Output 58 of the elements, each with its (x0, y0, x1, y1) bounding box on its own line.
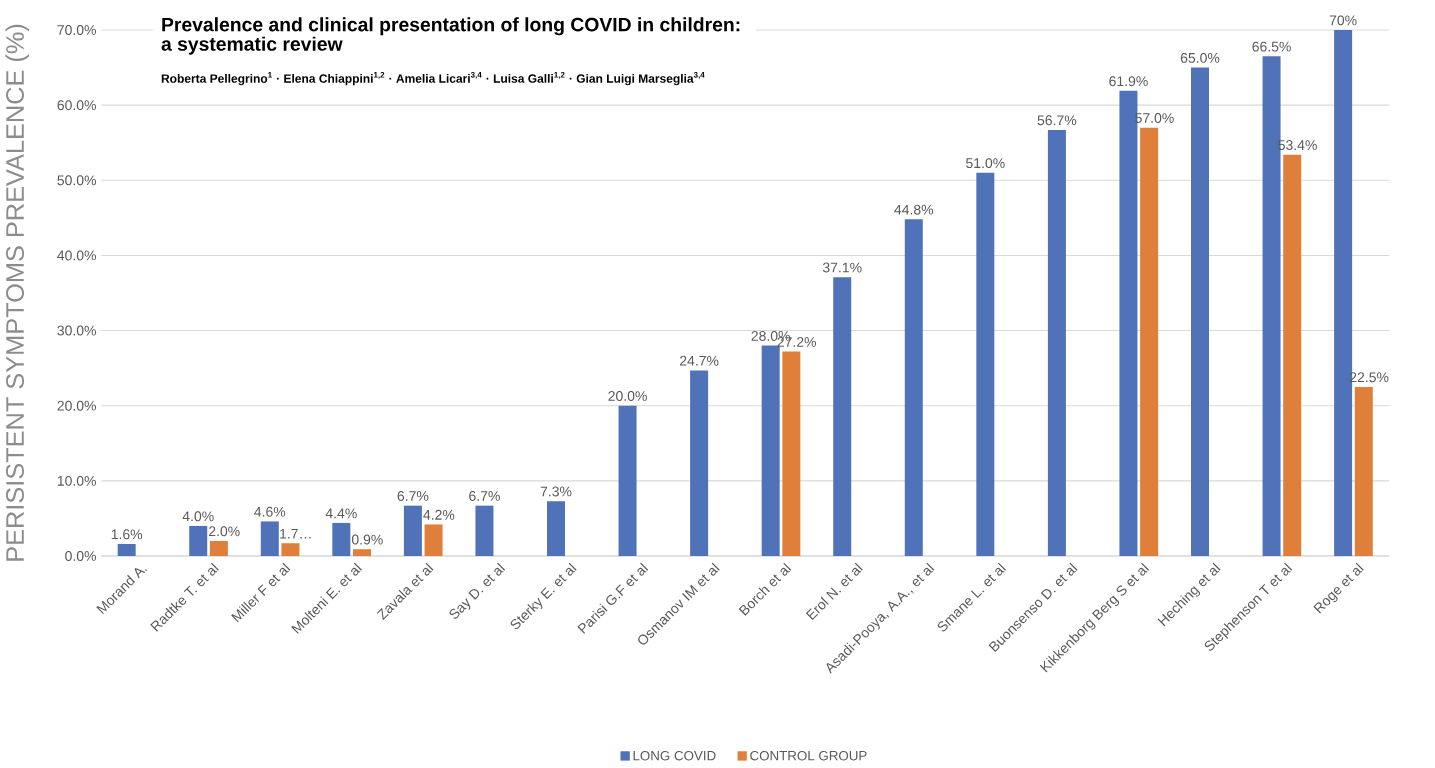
data-label: 6.7% (397, 491, 429, 502)
data-label: 61.9% (1109, 76, 1148, 87)
y-tick-label: 30.0% (57, 325, 96, 336)
bar (332, 523, 351, 557)
data-label: 44.8% (894, 204, 934, 215)
data-label: 0.9% (351, 534, 383, 545)
bar (690, 370, 709, 557)
bar (904, 219, 923, 557)
text: Roberta Pellegrino$^{1}$ · Elena Chiappini$^{1,2}$ · Amelia Licari$^{3,4}$ · Luisa Galli$^{1,2}$ · Gian Luigi Marseglia$^{3,4}$ (161, 72, 705, 86)
data-label: 4.6% (254, 507, 286, 517)
bar (782, 351, 801, 557)
data-label: 51.0% (966, 158, 1005, 169)
y-tick-label: 20.0% (57, 400, 96, 411)
legend-label: LONG COVID (633, 751, 716, 761)
data-label: 7.3% (540, 486, 572, 497)
data-label: 37.1% (822, 262, 862, 273)
bar (209, 541, 228, 557)
data-label: 4.4% (325, 508, 357, 519)
bar (761, 345, 780, 557)
bar (1191, 67, 1210, 557)
bar (281, 543, 300, 557)
legend-label: CONTROL GROUP (750, 751, 867, 761)
bar (618, 405, 637, 557)
bar (353, 549, 371, 557)
data-label: 66.5% (1252, 41, 1291, 52)
bar (475, 505, 494, 557)
data-label: 20.0% (608, 391, 647, 402)
y-tick-label: 70.0% (57, 25, 96, 36)
bar (117, 544, 136, 557)
bar (833, 277, 852, 557)
data-label: 4.0% (182, 511, 214, 522)
bar (547, 501, 566, 557)
data-label: 24.7% (679, 356, 719, 366)
bar (1140, 127, 1159, 557)
bar (424, 524, 443, 557)
chart-title: Prevalence and clinical presentation of long COVID in children: a systematic review (161, 17, 740, 55)
x-tick-label: Say D. et al (449, 562, 506, 619)
bar (189, 526, 208, 557)
y-tick-label: 40.0% (57, 250, 96, 261)
bar (1047, 130, 1066, 557)
y-tick-label: 10.0% (57, 476, 96, 487)
data-label: 1.6% (111, 529, 143, 540)
data-label: 65.0% (1180, 53, 1220, 64)
data-label: 4.2% (423, 510, 455, 520)
data-label: 1.7… (280, 529, 311, 539)
bar (1354, 387, 1373, 557)
data-label: 6.7% (469, 491, 500, 502)
data-label: 70% (1329, 15, 1357, 26)
data-label: 56.7% (1037, 115, 1077, 126)
bar (403, 505, 422, 557)
y-tick-label: 0.0% (65, 551, 97, 562)
y-axis-title: PERISISTENT SYMPTOMS PREVALENCE (%) (5, 24, 29, 561)
bar (976, 172, 995, 557)
bar (1283, 154, 1302, 557)
y-tick-label: 50.0% (57, 175, 96, 186)
bar (260, 521, 279, 557)
data-label: 2.0% (208, 526, 240, 537)
y-tick-label: 60.0% (57, 100, 96, 111)
